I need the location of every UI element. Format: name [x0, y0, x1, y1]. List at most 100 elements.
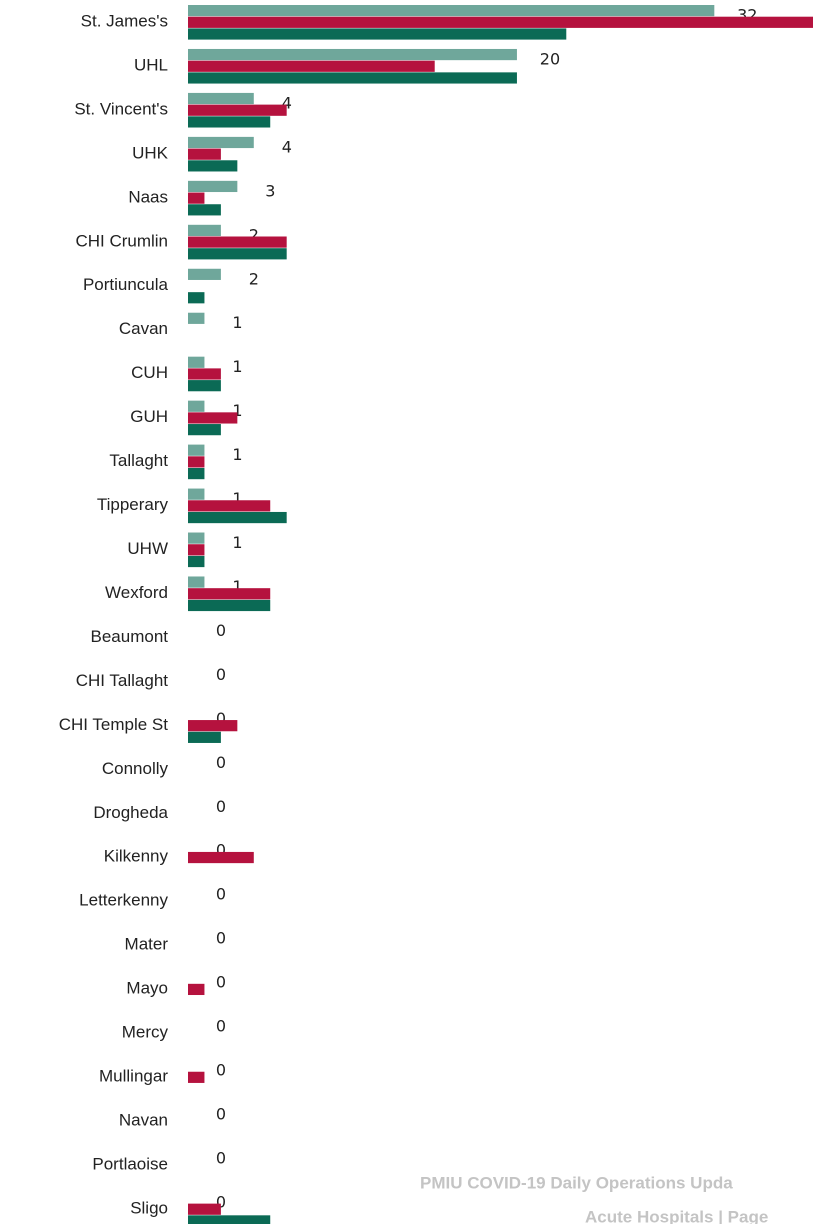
- value-label: 1: [232, 357, 242, 376]
- value-label: 20: [540, 49, 560, 68]
- bar: [188, 983, 205, 996]
- bar: [188, 851, 254, 864]
- category-label: CHI Crumlin: [75, 231, 168, 250]
- category-label: St. James's: [81, 11, 168, 30]
- bar: [188, 424, 221, 436]
- category-label: Wexford: [105, 583, 168, 602]
- value-label: 1: [232, 313, 242, 332]
- category-label: Drogheda: [93, 803, 168, 822]
- bar: [188, 532, 205, 544]
- bar: [188, 72, 517, 84]
- category-label: Portlaoise: [92, 1154, 168, 1173]
- category-label: Tipperary: [97, 495, 169, 514]
- bar: [188, 104, 287, 116]
- value-label: 0: [216, 1105, 226, 1124]
- category-label: Kilkenny: [104, 847, 169, 866]
- category-label: Mayo: [126, 979, 168, 998]
- bar: [188, 720, 238, 732]
- category-label: Navan: [119, 1110, 168, 1129]
- bar: [188, 180, 238, 193]
- bar: [188, 268, 221, 280]
- bar: [188, 576, 205, 588]
- value-label: 1: [232, 489, 242, 508]
- value-label: 0: [216, 929, 226, 948]
- bar: [188, 28, 567, 40]
- value-label: 0: [216, 1148, 226, 1167]
- bar: [188, 92, 254, 105]
- category-label: Sligo: [130, 1198, 168, 1217]
- bar: [188, 224, 221, 236]
- value-label: 1: [232, 577, 242, 596]
- category-label: Portiuncula: [83, 275, 169, 294]
- category-label: CHI Tallaght: [76, 671, 169, 690]
- bar: [188, 204, 221, 216]
- bar: [188, 511, 287, 524]
- category-label: Letterkenny: [79, 891, 168, 910]
- category-label: UHL: [134, 55, 168, 74]
- bar: [188, 500, 271, 512]
- bar: [188, 312, 205, 324]
- bar: [188, 380, 221, 392]
- bar: [188, 731, 221, 743]
- bar: [188, 1071, 205, 1083]
- bar: [188, 136, 254, 149]
- bar: [188, 292, 205, 304]
- category-label: CUH: [131, 363, 168, 382]
- bar: [188, 5, 715, 17]
- bar: [188, 456, 205, 468]
- footer-line: PMIU COVID-19 Daily Operations Upda: [420, 1173, 733, 1192]
- category-label: GUH: [130, 407, 168, 426]
- category-label: Naas: [128, 187, 168, 206]
- bar: [188, 1203, 221, 1215]
- value-label: 4: [282, 137, 292, 156]
- bar: [188, 555, 205, 568]
- category-label: St. Vincent's: [74, 99, 168, 118]
- bar: [188, 368, 221, 380]
- bar: [188, 400, 205, 412]
- footer-line: Acute Hospitals | Page: [585, 1207, 768, 1224]
- category-label: Tallaght: [109, 451, 168, 470]
- bar: [188, 48, 517, 61]
- category-label: Mater: [125, 935, 169, 954]
- category-label: UHK: [132, 143, 169, 162]
- value-label: 0: [216, 1061, 226, 1080]
- bar: [188, 248, 287, 260]
- value-label: 1: [232, 401, 242, 420]
- value-label: 0: [216, 973, 226, 992]
- category-label: Cavan: [119, 319, 168, 338]
- category-label: UHW: [127, 539, 168, 558]
- value-label: 0: [216, 621, 226, 640]
- value-label: 0: [216, 1192, 226, 1211]
- bar: [188, 588, 271, 600]
- value-label: 4: [282, 93, 292, 112]
- bar: [188, 236, 287, 248]
- value-label: 0: [216, 797, 226, 816]
- bar: [188, 60, 435, 72]
- value-label: 2: [249, 269, 259, 288]
- bar: [188, 468, 205, 480]
- value-label: 0: [216, 665, 226, 684]
- value-label: 3: [265, 181, 275, 200]
- bar: [188, 16, 813, 28]
- bar: [188, 488, 205, 500]
- bar: [188, 1215, 271, 1224]
- bar: [188, 544, 205, 556]
- value-label: 1: [232, 533, 242, 552]
- category-label: Mercy: [122, 1023, 169, 1042]
- value-label: 1: [232, 445, 242, 464]
- value-label: 0: [216, 885, 226, 904]
- value-label: 0: [216, 1017, 226, 1036]
- bar: [188, 148, 221, 160]
- value-label: 0: [216, 753, 226, 772]
- bar: [188, 356, 205, 368]
- category-label: Connolly: [102, 759, 169, 778]
- bar: [188, 160, 238, 172]
- category-label: Beaumont: [91, 627, 169, 646]
- category-label: Mullingar: [99, 1067, 168, 1086]
- bar: [188, 599, 271, 612]
- value-label: 0: [216, 841, 226, 860]
- bar: [188, 116, 271, 128]
- category-label: CHI Temple St: [59, 715, 169, 734]
